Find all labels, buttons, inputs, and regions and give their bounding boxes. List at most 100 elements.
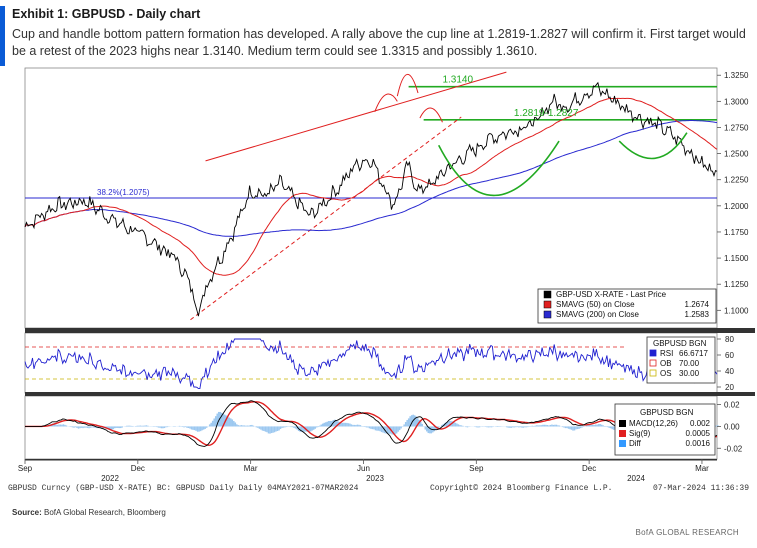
- macd-hist-bar: [585, 425, 588, 427]
- macd-hist-bar: [549, 424, 552, 427]
- price-legend-box: [537, 288, 717, 324]
- macd-hist-bar: [331, 420, 333, 427]
- macd-hist-bar: [371, 426, 374, 430]
- macd-hist-bar: [190, 426, 193, 430]
- macd-hist-bar: [340, 422, 342, 427]
- macd-hist-bar: [195, 426, 197, 431]
- macd-hist-bar: [355, 424, 357, 427]
- macd-signal-line: [25, 401, 718, 447]
- macd-hist-bar: [261, 426, 264, 431]
- macd-hist-bar: [56, 424, 59, 427]
- macd-hist-bar: [430, 426, 433, 434]
- macd-hist-bar: [266, 426, 268, 433]
- macd-hist-bar: [334, 419, 336, 427]
- price-legend-label: GBP-USD X-RATE - Last Price: [556, 290, 667, 299]
- macd-hist-bar: [588, 424, 591, 427]
- macd-hist-bar: [284, 426, 286, 428]
- macd-hist-bar: [611, 426, 613, 430]
- macd-hist-bar: [462, 425, 464, 427]
- macd-hist-bar: [380, 426, 383, 433]
- macd-hist-bar: [100, 426, 102, 429]
- macd-hist-bar: [460, 425, 463, 427]
- x-tick-label: Mar: [695, 464, 709, 473]
- macd-tick-label: 0.00: [724, 422, 740, 431]
- macd-hist-bar: [374, 426, 377, 431]
- macd-hist-bar: [311, 426, 313, 431]
- macd-hist-bar: [524, 426, 526, 428]
- macd-hist-bar: [228, 417, 231, 427]
- macd-hist-bar: [525, 426, 528, 428]
- rsi-legend-value: 66.6717: [679, 349, 708, 358]
- footer-timestamp: 07-Mar-2024 11:36:39: [652, 484, 749, 493]
- price-legend-label: SMAVG (50) on Close: [556, 300, 635, 309]
- rsi-legend-swatch: [649, 359, 657, 367]
- macd-hist-bar: [447, 421, 449, 427]
- price-tick-label: 1.2000: [724, 202, 749, 211]
- macd-hist-bar: [426, 426, 428, 432]
- macd-hist-bar: [237, 425, 240, 427]
- macd-hist-bar: [249, 425, 252, 427]
- macd-hist-bar: [591, 424, 594, 427]
- macd-hist-bar: [64, 424, 66, 427]
- macd-hist-bar: [557, 425, 559, 427]
- rsi-legend-label: OB: [660, 359, 672, 368]
- macd-hist-bar: [522, 426, 525, 428]
- macd-hist-bar: [457, 424, 460, 427]
- macd-hist-bar: [224, 414, 226, 427]
- price-tick-label: 1.3250: [724, 71, 749, 80]
- macd-hist-bar: [404, 422, 407, 427]
- macd-hist-bar: [454, 422, 457, 427]
- macd-hist-bar: [227, 416, 229, 427]
- macd-hist-bar: [602, 425, 604, 427]
- lower-trendline: [190, 116, 462, 321]
- macd-hist-bar: [107, 426, 110, 430]
- macd-hist-bar: [85, 426, 87, 428]
- x-tick-label: Sep: [18, 464, 33, 473]
- macd-hist-bar: [358, 424, 360, 427]
- macd-hist-bar: [285, 426, 288, 428]
- rsi-legend-value: 30.00: [679, 369, 700, 378]
- brand-label: BofA GLOBAL RESEARCH: [635, 528, 739, 537]
- macd-hist-bar: [239, 425, 241, 427]
- macd-hist-bar: [119, 426, 122, 429]
- footer-copyright: Copyright© 2024 Bloomberg Finance L.P.: [430, 484, 613, 493]
- macd-hist-bar: [410, 415, 413, 427]
- macd-hist-bar: [110, 426, 113, 430]
- macd-hist-bar: [278, 426, 280, 431]
- macd-hist-bar: [82, 426, 84, 429]
- macd-hist-bar: [211, 420, 214, 427]
- macd-hist-bar: [347, 423, 350, 427]
- rsi-legend-label: RSI: [660, 349, 673, 358]
- macd-hist-bar: [320, 424, 322, 427]
- macd-hist-bar: [192, 426, 194, 430]
- macd-legend-value: 0.002: [690, 419, 711, 428]
- macd-hist-bar: [534, 425, 537, 427]
- macd-hist-bar: [129, 425, 131, 427]
- macd-hist-bar: [597, 424, 600, 427]
- macd-hist-bar: [421, 423, 424, 427]
- macd-hist-bar: [415, 416, 417, 427]
- macd-hist-bar: [312, 426, 315, 430]
- macd-hist-bar: [394, 426, 396, 435]
- macd-hist-bar: [429, 426, 431, 434]
- macd-hist-bar: [59, 424, 62, 427]
- left-shoulder-arc: [374, 93, 398, 112]
- macd-hist-bar: [126, 425, 128, 427]
- macd-hist-bar: [279, 426, 282, 429]
- macd-hist-bar: [86, 426, 89, 429]
- x-year-label: 2024: [627, 474, 645, 483]
- macd-hist-bar: [365, 426, 368, 428]
- macd-hist-bar: [89, 426, 92, 428]
- price-tick-label: 1.1500: [724, 254, 749, 263]
- macd-hist-bar: [246, 425, 249, 427]
- macd-hist-bar: [364, 426, 366, 427]
- macd-hist-bar: [113, 426, 116, 429]
- macd-hist-bar: [220, 412, 223, 427]
- macd-hist-bar: [248, 425, 250, 427]
- macd-hist-bar: [344, 422, 347, 427]
- macd-hist-bar: [309, 426, 312, 432]
- x-tick-label: Mar: [244, 464, 258, 473]
- macd-hist-bar: [210, 422, 212, 427]
- macd-hist-bar: [335, 420, 338, 427]
- macd-hist-bar: [416, 418, 419, 427]
